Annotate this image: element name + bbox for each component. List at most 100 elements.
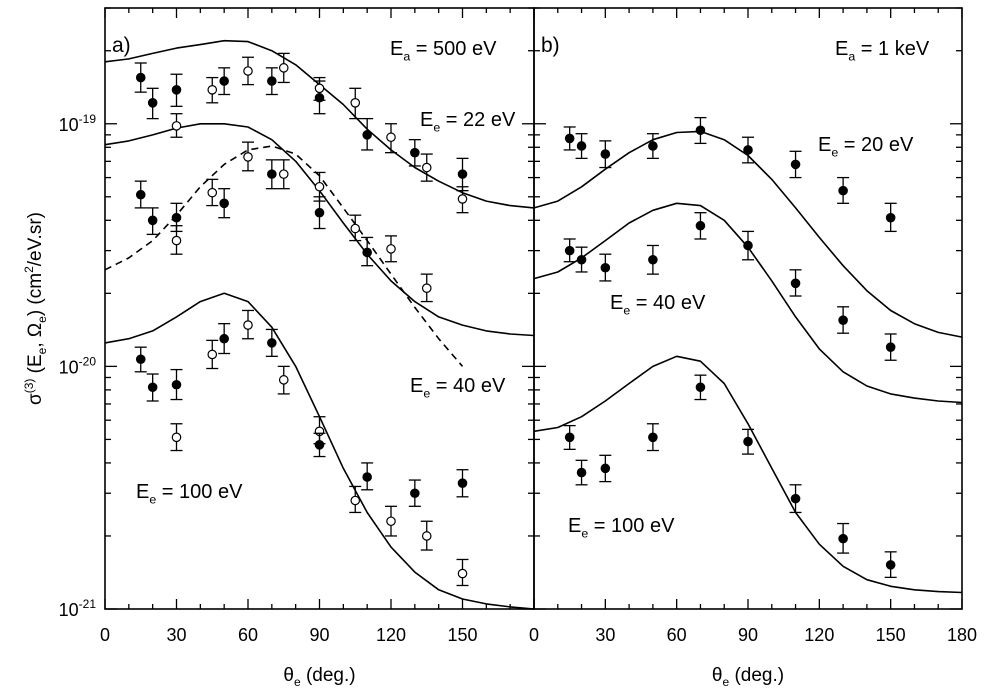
y-tick-label: 10-19 (59, 112, 97, 135)
filled-data-point (600, 463, 611, 474)
open-data-point (171, 432, 182, 443)
filled-data-point (564, 432, 575, 443)
y-tick-label: 10-20 (59, 354, 97, 377)
filled-data-point (790, 278, 801, 289)
filled-data-point (885, 212, 896, 223)
open-data-point (171, 121, 182, 131)
y-tick-label: 10-21 (59, 597, 97, 620)
open-data-point (386, 516, 396, 527)
filled-data-point (576, 467, 587, 478)
x-axis-title: θe (deg.) (283, 665, 355, 689)
filled-data-point (314, 207, 325, 218)
filled-data-point (600, 149, 611, 159)
open-data-point (278, 375, 289, 385)
filled-data-point (743, 145, 753, 155)
filled-data-point (838, 315, 848, 326)
open-data-point (243, 320, 253, 330)
open-data-point (350, 98, 361, 108)
x-tick-label: 60 (667, 625, 687, 645)
filled-data-point (790, 159, 801, 170)
panel-b: 0 30 60 90 120 150 180 θe (deg.) b) (529, 7, 977, 689)
filled-data-point (695, 125, 706, 136)
filled-data-point (695, 382, 706, 393)
open-data-point (314, 83, 325, 94)
x-tick-label: 90 (738, 625, 758, 645)
filled-data-point (885, 342, 896, 352)
x-tick-label: 0 (529, 625, 539, 645)
open-data-point (421, 162, 432, 173)
filled-data-point (147, 382, 158, 393)
x-tick-label: 30 (166, 625, 186, 645)
x-tick-label: 90 (309, 625, 329, 645)
filled-data-point (790, 493, 801, 504)
filled-data-point (135, 189, 146, 200)
filled-data-point (457, 478, 468, 488)
open-data-point (207, 85, 218, 95)
open-data-point (457, 568, 468, 579)
incident-energy-label: Ea = 1 keV (835, 38, 930, 64)
filled-data-point (314, 440, 325, 450)
x-tick-label: 120 (804, 625, 834, 645)
filled-data-point (147, 215, 158, 226)
incident-energy-label: Ea = 500 eV (390, 38, 497, 64)
filled-data-point (885, 560, 896, 570)
x-tick-label: 180 (947, 625, 977, 645)
x-tick-label: 150 (447, 625, 477, 645)
open-data-point (421, 531, 432, 541)
filled-data-point (838, 533, 848, 544)
open-data-point (350, 223, 361, 234)
x-axis-title: θe (deg.) (712, 665, 784, 689)
open-data-point (278, 169, 289, 179)
filled-data-point (362, 130, 372, 140)
x-tick-label: 30 (595, 625, 615, 645)
open-data-point (386, 132, 396, 143)
filled-data-point (135, 72, 146, 83)
filled-data-point (362, 472, 372, 482)
ejected-energy-label: Ee = 40 eV (410, 375, 506, 401)
ejected-energy-label: Ee = 40 eV (610, 292, 706, 318)
filled-data-point (410, 147, 420, 158)
open-data-point (314, 181, 325, 192)
filled-data-point (648, 254, 658, 265)
open-data-point (421, 283, 432, 294)
open-data-point (171, 235, 182, 246)
filled-data-point (743, 436, 753, 447)
open-data-point (243, 152, 253, 162)
filled-data-point (410, 488, 420, 499)
dashed-theory-curve (104, 145, 464, 367)
filled-data-point (695, 220, 706, 231)
y-axis-title: σ(3) (Ee, Ωe) (cm2/eV.sr) (22, 212, 49, 405)
open-data-point (207, 349, 218, 360)
filled-data-point (135, 354, 146, 365)
filled-data-point (267, 76, 277, 86)
filled-data-point (171, 379, 182, 390)
panel-a: 0 30 60 90 120 150 θe (deg.) a) (100, 7, 535, 689)
open-data-point (243, 66, 253, 76)
filled-data-point (648, 141, 658, 151)
filled-data-point (171, 212, 182, 223)
filled-data-point (362, 247, 372, 258)
filled-data-point (147, 98, 158, 108)
x-tick-label: 120 (376, 625, 406, 645)
filled-data-point (219, 76, 229, 86)
x-tick-label: 0 (100, 625, 110, 645)
ejected-energy-label: Ee = 100 eV (136, 481, 243, 507)
filled-data-point (838, 185, 848, 196)
filled-data-point (457, 169, 468, 179)
open-data-point (386, 244, 396, 254)
filled-data-point (564, 133, 575, 144)
ejected-energy-label: Ee = 20 eV (818, 134, 914, 160)
panel-label: b) (541, 34, 560, 57)
ejected-energy-label: Ee = 22 eV (420, 109, 516, 135)
filled-data-point (743, 240, 753, 251)
filled-data-point (219, 198, 229, 209)
filled-data-point (576, 254, 587, 265)
open-data-point (278, 63, 289, 73)
ejected-energy-label: Ee = 100 eV (568, 515, 675, 541)
open-data-point (350, 495, 361, 506)
filled-data-point (267, 169, 277, 179)
solid-theory-curve (104, 123, 535, 337)
filled-data-point (576, 141, 587, 151)
open-data-point (457, 194, 468, 204)
